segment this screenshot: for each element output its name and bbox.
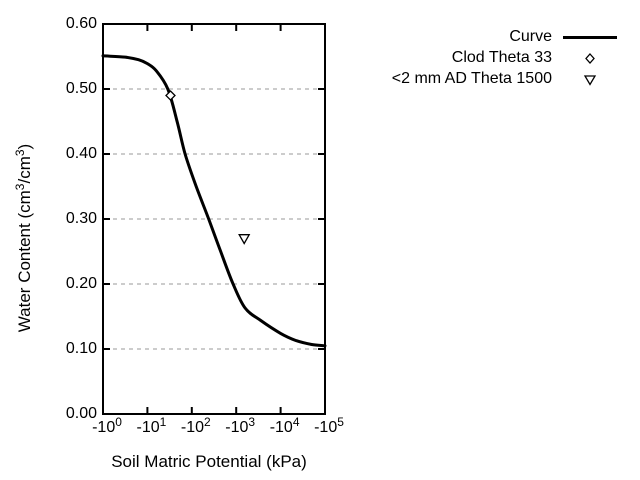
marker-triangle-down (238, 234, 251, 245)
gridlines (105, 88, 324, 350)
curve-path (101, 54, 327, 348)
legend-sample-ad-theta-1500 (552, 69, 620, 89)
x-tick-exponent: 5 (337, 415, 344, 429)
scatter-markers (165, 90, 251, 245)
y-axis-title-superscript: 3 (13, 183, 27, 191)
x-tick-exponent: 4 (292, 415, 300, 429)
triangle-down-icon (583, 74, 597, 86)
y-axis-title-text: /cm (15, 156, 34, 184)
legend-sample-curve (552, 27, 620, 47)
x-tick-label: -104 (269, 415, 300, 437)
y-tick-label: 0.60 (65, 15, 97, 32)
x-tick-label: -103 (225, 415, 255, 437)
y-axis-title-superscript: 3 (13, 149, 27, 157)
legend-entry-clod-theta-33: Clod Theta 33 (392, 47, 620, 68)
marker-diamond (165, 90, 176, 101)
x-tick-mantissa: -10 (269, 419, 293, 436)
y-axis-title: Water Content (cm3/cm3) (13, 144, 35, 333)
diamond-icon (585, 52, 595, 64)
y-tick-label: 0.40 (65, 145, 97, 162)
x-tick-exponent: 1 (159, 415, 167, 429)
y-tick-label: 0.20 (65, 275, 97, 292)
axis-ticks (102, 23, 326, 415)
x-tick-label: -105 (314, 415, 344, 437)
legend-sample-clod-theta-33 (552, 48, 620, 68)
x-tick-exponent: 0 (115, 415, 122, 429)
legend-label-clod-theta-33: Clod Theta 33 (451, 48, 552, 66)
x-axis-title: Soil Matric Potential (kPa) (111, 452, 307, 471)
legend-label-curve: Curve (509, 27, 552, 45)
x-tick-mantissa: -10 (180, 419, 205, 436)
legend-entry-curve: Curve (392, 26, 620, 47)
x-tick-label: -100 (92, 415, 122, 437)
x-tick-mantissa: -10 (92, 419, 116, 436)
x-tick-exponent: 2 (204, 415, 211, 429)
legend-entry-ad-theta-1500: <2 mm AD Theta 1500 (392, 68, 620, 89)
x-tick-exponent: 3 (248, 415, 256, 429)
y-axis-title-text: Water Content (cm (15, 190, 34, 333)
x-tick-label: -101 (136, 415, 166, 437)
legend: Curve Clod Theta 33 <2 mm AD Theta 1500 (392, 26, 620, 89)
y-tick-label: 0.50 (65, 80, 97, 97)
y-tick-label: 0.10 (65, 340, 97, 357)
curve-series (101, 54, 327, 348)
x-tick-mantissa: -10 (225, 419, 249, 436)
x-tick-label: -102 (180, 415, 211, 437)
legend-label-ad-theta-1500: <2 mm AD Theta 1500 (391, 69, 552, 87)
y-tick-label: 0.30 (65, 210, 97, 227)
y-tick-label: 0.00 (65, 405, 97, 422)
x-tick-mantissa: -10 (136, 419, 160, 436)
x-tick-mantissa: -10 (314, 419, 338, 436)
